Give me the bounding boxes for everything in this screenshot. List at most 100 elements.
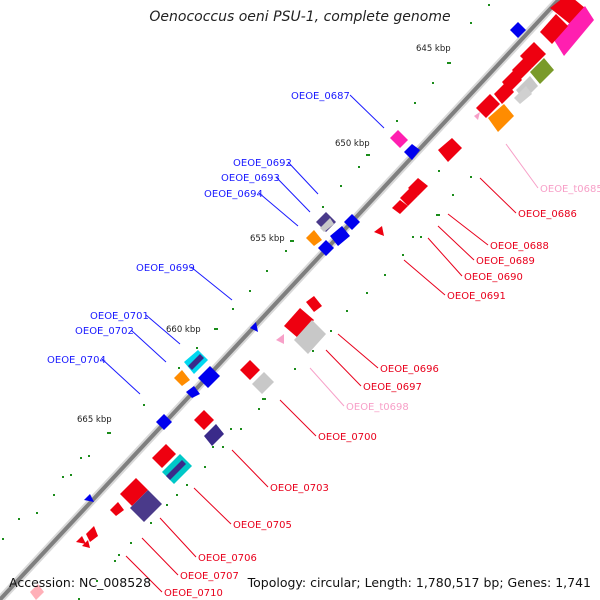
- gene-arrow[interactable]: [86, 526, 98, 542]
- gene-arrow[interactable]: [320, 218, 334, 232]
- gene-arrow[interactable]: [82, 540, 90, 548]
- gene-arrow[interactable]: [510, 22, 526, 38]
- gene-label[interactable]: OEOE_0707: [180, 571, 239, 582]
- gene-label[interactable]: OEOE_0691: [447, 291, 506, 302]
- gene-arrow[interactable]: [404, 144, 420, 160]
- leader-line: [447, 213, 489, 246]
- gene-arrow[interactable]: [390, 130, 408, 148]
- leader-line: [193, 487, 232, 525]
- gene-arrow[interactable]: [344, 214, 360, 230]
- gene-arrow[interactable]: [374, 226, 384, 236]
- gene-arrow[interactable]: [76, 536, 86, 544]
- leader-line: [279, 399, 317, 437]
- gene-arrow[interactable]: [194, 410, 214, 430]
- gene-arrow[interactable]: [204, 424, 224, 446]
- gene-arrow[interactable]: [540, 14, 568, 44]
- gene-label[interactable]: OEOE_0689: [476, 256, 535, 267]
- gene-arrow[interactable]: [156, 414, 172, 430]
- leader-line: [125, 555, 163, 593]
- leader-line: [258, 192, 299, 227]
- leader-line: [159, 517, 197, 558]
- gene-arrow[interactable]: [174, 370, 190, 386]
- gene-arrow[interactable]: [152, 444, 176, 468]
- leader-line: [403, 259, 446, 296]
- leader-line: [130, 329, 167, 363]
- leader-line: [427, 237, 463, 277]
- gene-arrow[interactable]: [110, 502, 124, 516]
- gene-arrow[interactable]: [318, 240, 334, 256]
- gene-arrow[interactable]: [306, 296, 322, 312]
- gene-arrow[interactable]: [284, 308, 314, 338]
- map-title: Oenococcus oeni PSU-1, complete genome: [149, 9, 451, 25]
- gene-label[interactable]: OEOE_0688: [490, 241, 549, 252]
- gene-arrow[interactable]: [294, 320, 326, 354]
- gene-label[interactable]: OEOE_0693: [221, 173, 280, 184]
- gene-label[interactable]: OEOE_0706: [198, 553, 257, 564]
- leader-line: [479, 177, 517, 214]
- gene-arrow[interactable]: [306, 230, 322, 246]
- trna-feature[interactable]: [474, 112, 480, 120]
- gene-label[interactable]: OEOE_t0685: [540, 184, 600, 195]
- gene-arrow[interactable]: [330, 226, 350, 246]
- leader-line: [231, 449, 269, 488]
- scale-label: 660 kbp: [166, 325, 201, 335]
- bottom-gene-labels: OEOE_t0685 OEOE_0686 OEOE_0688 OEOE_0689 OEO…: [164, 184, 600, 599]
- gene-arrow[interactable]: [130, 490, 162, 522]
- gene-label[interactable]: OEOE_0692: [233, 158, 292, 169]
- gene-label[interactable]: OEOE_0696: [380, 364, 439, 375]
- gene-arrow[interactable]: [30, 584, 44, 600]
- gene-arrow[interactable]: [84, 494, 94, 502]
- gene-arrow[interactable]: [530, 58, 554, 84]
- gene-label[interactable]: OEOE_0686: [518, 209, 577, 220]
- gene-label[interactable]: OEOE_0694: [204, 189, 263, 200]
- gene-arrow[interactable]: [166, 460, 186, 480]
- scale-label: 655 kbp: [250, 234, 285, 244]
- genome-summary-text: Topology: circular; Length: 1,780,517 bp…: [247, 575, 591, 590]
- scale-labels: 645 kbp 650 kbp 655 kbp 660 kbp 665 kbp: [77, 44, 451, 425]
- gene-arrow[interactable]: [252, 372, 274, 394]
- gene-arrow[interactable]: [120, 478, 148, 506]
- leader-line: [101, 358, 141, 395]
- gene-arrow[interactable]: [550, 0, 585, 24]
- accession-text: Accession: NC_008528: [9, 575, 152, 590]
- gene-arrow[interactable]: [198, 366, 220, 388]
- gene-arrow[interactable]: [188, 354, 204, 370]
- gene-arrow[interactable]: [392, 200, 408, 214]
- leader-line: [505, 143, 539, 189]
- gene-arrow[interactable]: [186, 386, 200, 398]
- trna-feature[interactable]: [276, 334, 284, 344]
- gene-label[interactable]: OEOE_0700: [318, 432, 377, 443]
- leader-line: [325, 349, 362, 387]
- scale-label: 650 kbp: [335, 139, 370, 149]
- gene-arrow[interactable]: [554, 6, 594, 56]
- gene-features: [30, 0, 594, 600]
- leader-line: [349, 94, 385, 129]
- gene-arrow[interactable]: [494, 82, 514, 104]
- leader-line: [337, 333, 379, 369]
- gene-label[interactable]: OEOE_0702: [75, 326, 134, 337]
- gene-label[interactable]: OEOE_0699: [136, 263, 195, 274]
- gene-arrow[interactable]: [438, 138, 462, 162]
- gene-label[interactable]: OEOE_0705: [233, 520, 292, 531]
- gene-arrow[interactable]: [476, 94, 500, 118]
- top-gene-labels: OEOE_0687 OEOE_0692 OEOE_0693 OEOE_0694 OEOE…: [47, 91, 350, 366]
- leader-line: [190, 266, 233, 301]
- gene-arrow[interactable]: [514, 86, 532, 104]
- leader-line: [437, 225, 475, 261]
- gene-label[interactable]: OEOE_0687: [291, 91, 350, 102]
- leader-line: [287, 161, 319, 195]
- leader-line: [141, 537, 179, 576]
- gene-label[interactable]: OEOE_0690: [464, 272, 523, 283]
- gene-label[interactable]: OEOE_0710: [164, 588, 223, 599]
- gene-label[interactable]: OEOE_t0698: [346, 402, 409, 413]
- gene-label[interactable]: OEOE_0701: [90, 311, 149, 322]
- gene-arrow[interactable]: [400, 188, 418, 206]
- gene-label[interactable]: OEOE_0703: [270, 483, 329, 494]
- gene-arrow[interactable]: [250, 322, 258, 332]
- gene-arrow[interactable]: [488, 104, 514, 132]
- gene-label[interactable]: OEOE_0697: [363, 382, 422, 393]
- leader-line: [275, 176, 311, 213]
- gene-label[interactable]: OEOE_0704: [47, 355, 106, 366]
- gene-arrow[interactable]: [240, 360, 260, 380]
